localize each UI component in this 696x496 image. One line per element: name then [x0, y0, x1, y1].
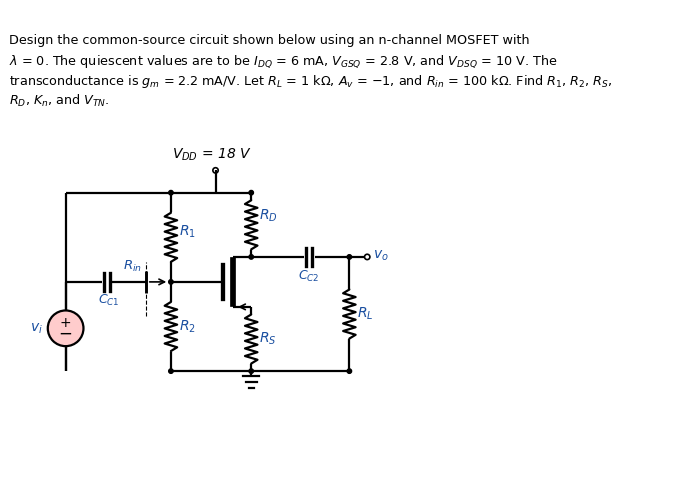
Text: $R_D$: $R_D$	[259, 208, 278, 224]
Circle shape	[48, 310, 84, 346]
Circle shape	[347, 369, 351, 373]
Circle shape	[249, 190, 253, 195]
Text: transconductance is $\mathit{g_m}$ = 2.2 mA/V. Let $\mathit{R_L}$ = 1 k$\Omega$,: transconductance is $\mathit{g_m}$ = 2.2…	[8, 73, 612, 90]
Text: $v_o$: $v_o$	[372, 249, 388, 263]
Circle shape	[168, 190, 173, 195]
Text: Design the common-source circuit shown below using an n-channel MOSFET with: Design the common-source circuit shown b…	[8, 34, 529, 47]
Text: $C_{C2}$: $C_{C2}$	[299, 268, 320, 284]
Circle shape	[168, 369, 173, 373]
Text: $R_2$: $R_2$	[179, 318, 196, 335]
Circle shape	[168, 280, 173, 284]
Text: $\lambda$ = 0. The quiescent values are to be $\mathit{I_{DQ}}$ = 6 mA, $\mathit: $\lambda$ = 0. The quiescent values are …	[8, 54, 557, 70]
Text: $R_S$: $R_S$	[259, 331, 277, 347]
Text: $R_1$: $R_1$	[179, 224, 196, 240]
Text: $\mathit{R_D}$, $\mathit{K_n}$, and $\mathit{V_{TN}}$.: $\mathit{R_D}$, $\mathit{K_n}$, and $\ma…	[8, 93, 109, 109]
Text: $C_{C1}$: $C_{C1}$	[97, 293, 119, 308]
Circle shape	[249, 254, 253, 259]
Text: −: −	[58, 325, 72, 343]
Text: +: +	[60, 316, 72, 330]
Text: $R_L$: $R_L$	[358, 306, 374, 322]
Circle shape	[347, 254, 351, 259]
Text: $V_{DD}$ = 18 V: $V_{DD}$ = 18 V	[172, 147, 252, 163]
Circle shape	[249, 369, 253, 373]
Text: $R_{in}$: $R_{in}$	[123, 259, 143, 274]
Text: $v_i$: $v_i$	[29, 321, 42, 335]
